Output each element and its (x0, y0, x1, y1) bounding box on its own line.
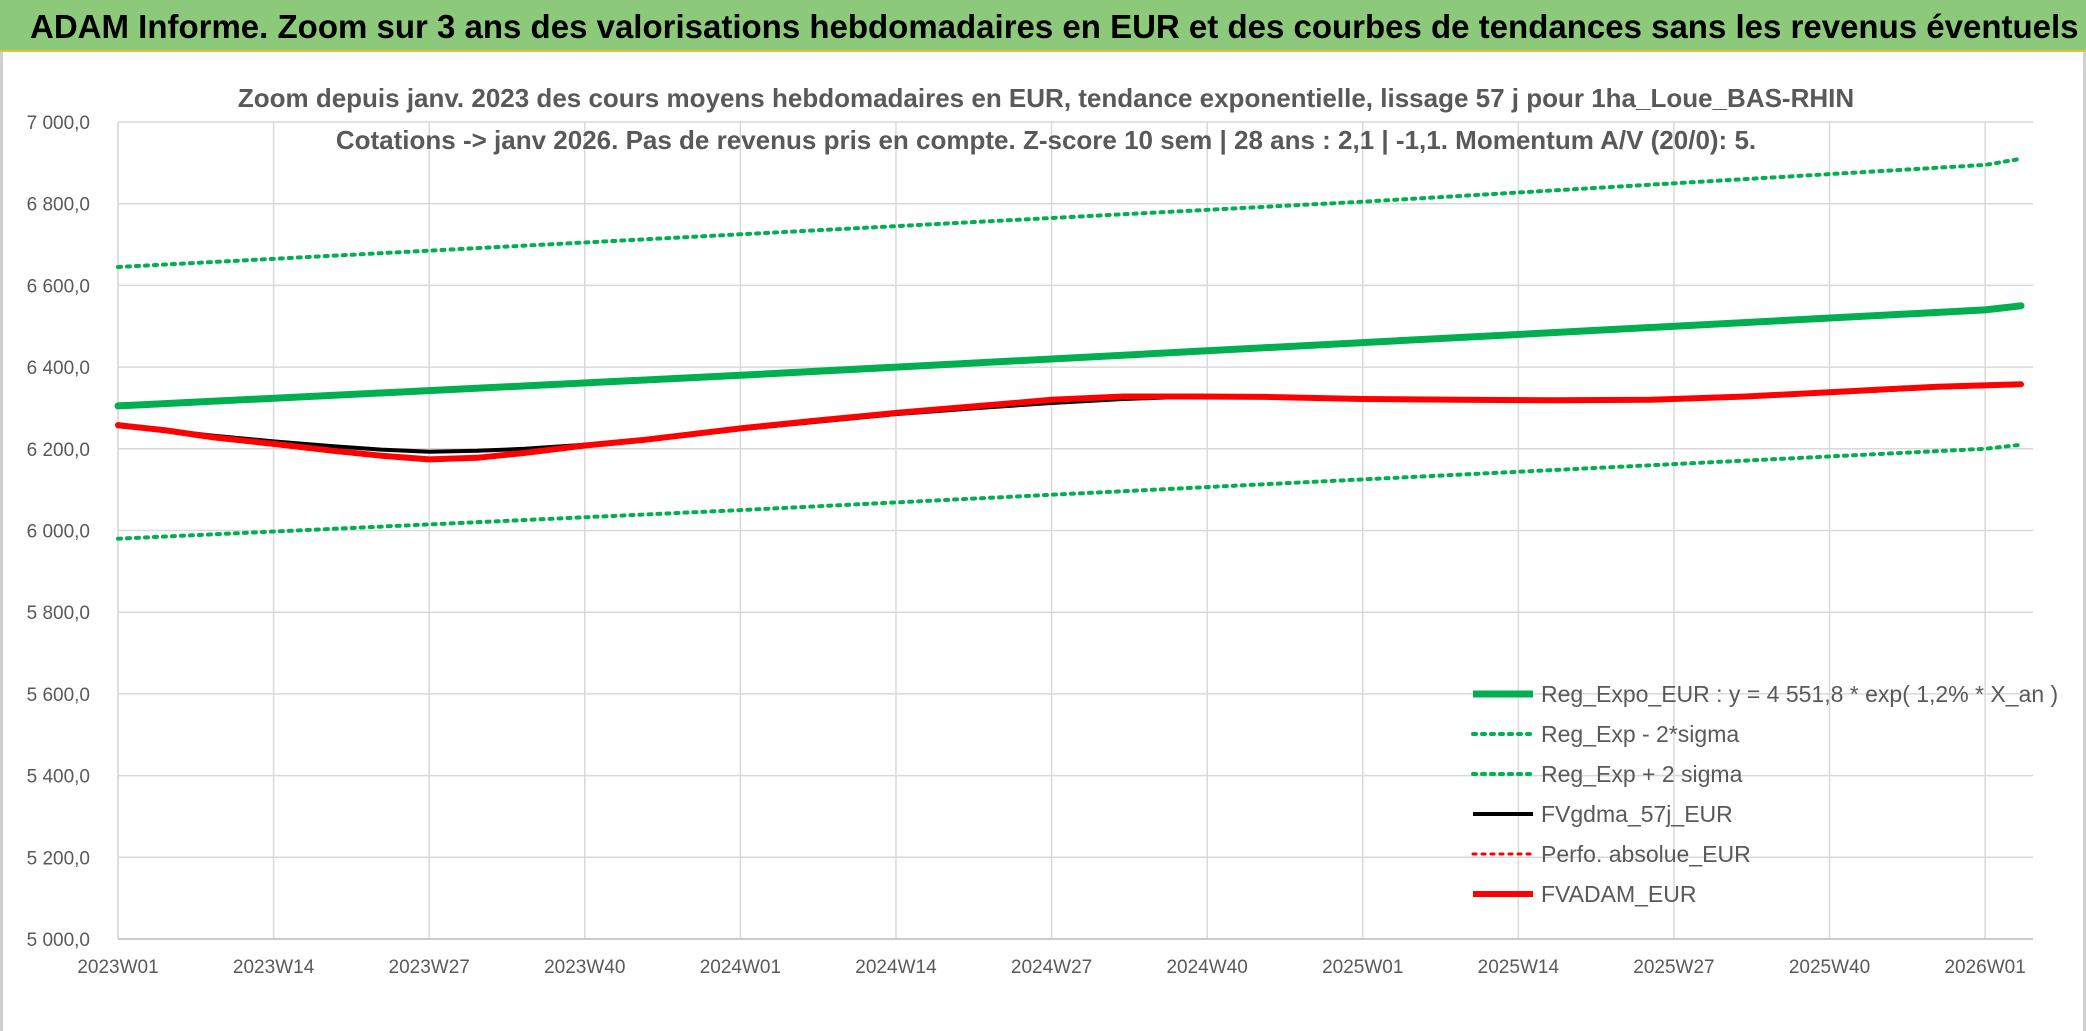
x-tick-label: 2023W27 (389, 957, 470, 978)
x-tick-label: 2023W40 (544, 957, 625, 978)
legend-label-3: FVgdma_57j_EUR (1541, 801, 1733, 827)
series-line-2 (116, 156, 2023, 269)
x-tick-label: 2023W14 (233, 957, 315, 978)
chart-title-line-2: Cotations -> janv 2026. Pas de revenus p… (336, 125, 1756, 155)
x-tick-label: 2025W14 (1478, 957, 1560, 978)
x-tick-label: 2024W40 (1166, 957, 1247, 978)
series-layer (114, 156, 2025, 541)
chart-title-line-1: Zoom depuis janv. 2023 des cours moyens … (238, 83, 1854, 113)
x-tick-label: 2026W01 (1944, 957, 2025, 978)
y-tick-label: 5 400,0 (27, 767, 90, 788)
chart-title-layer: Zoom depuis janv. 2023 des cours moyens … (238, 83, 1854, 155)
legend: Reg_Expo_EUR : y = 4 551,8 * exp( 1,2% *… (1471, 681, 2058, 907)
series-line-0 (114, 302, 2025, 410)
y-tick-label: 6 400,0 (27, 358, 90, 379)
grid-layer (117, 121, 2033, 940)
y-tick-label: 7 000,0 (27, 113, 90, 134)
legend-label-5: FVADAM_EUR (1541, 881, 1697, 907)
x-tick-label: 2024W14 (855, 957, 937, 978)
y-tick-label: 6 200,0 (27, 440, 90, 461)
y-tick-label: 5 200,0 (27, 848, 90, 869)
x-tick-label: 2025W40 (1789, 957, 1870, 978)
series-line-5 (115, 381, 2024, 463)
banner-title: ADAM Informe. Zoom sur 3 ans des valoris… (30, 8, 2079, 45)
legend-label-2: Reg_Exp + 2 sigma (1541, 761, 1743, 787)
legend-label-4: Perfo. absolue_EUR (1541, 841, 1751, 867)
y-tick-label: 6 600,0 (27, 276, 90, 297)
x-tick-label: 2024W01 (700, 957, 781, 978)
axis-layer: 5 000,0 5 200,0 5 400,0 5 600,0 5 800,0 6 000… (27, 113, 2033, 978)
x-tick-label: 2024W27 (1011, 957, 1092, 978)
y-tick-label: 6 800,0 (27, 195, 90, 216)
x-tick-label: 2025W01 (1322, 957, 1403, 978)
report-banner: ADAM Informe. Zoom sur 3 ans des valoris… (0, 0, 2086, 52)
legend-label-1: Reg_Exp - 2*sigma (1541, 721, 1739, 747)
y-tick-label: 5 600,0 (27, 685, 90, 706)
chart-frame: 5 000,0 5 200,0 5 400,0 5 600,0 5 800,0 6 000… (0, 52, 2086, 1031)
y-tick-label: 6 000,0 (27, 522, 90, 543)
series-line-1 (116, 442, 2023, 541)
x-tick-label: 2023W01 (77, 957, 158, 978)
legend-label-0: Reg_Expo_EUR : y = 4 551,8 * exp( 1,2% *… (1541, 681, 2058, 707)
chart: 5 000,0 5 200,0 5 400,0 5 600,0 5 800,0 6 000… (27, 83, 2059, 978)
y-tick-label: 5 000,0 (27, 930, 90, 951)
x-tick-label: 2025W27 (1633, 957, 1714, 978)
y-tick-label: 5 800,0 (27, 603, 90, 624)
